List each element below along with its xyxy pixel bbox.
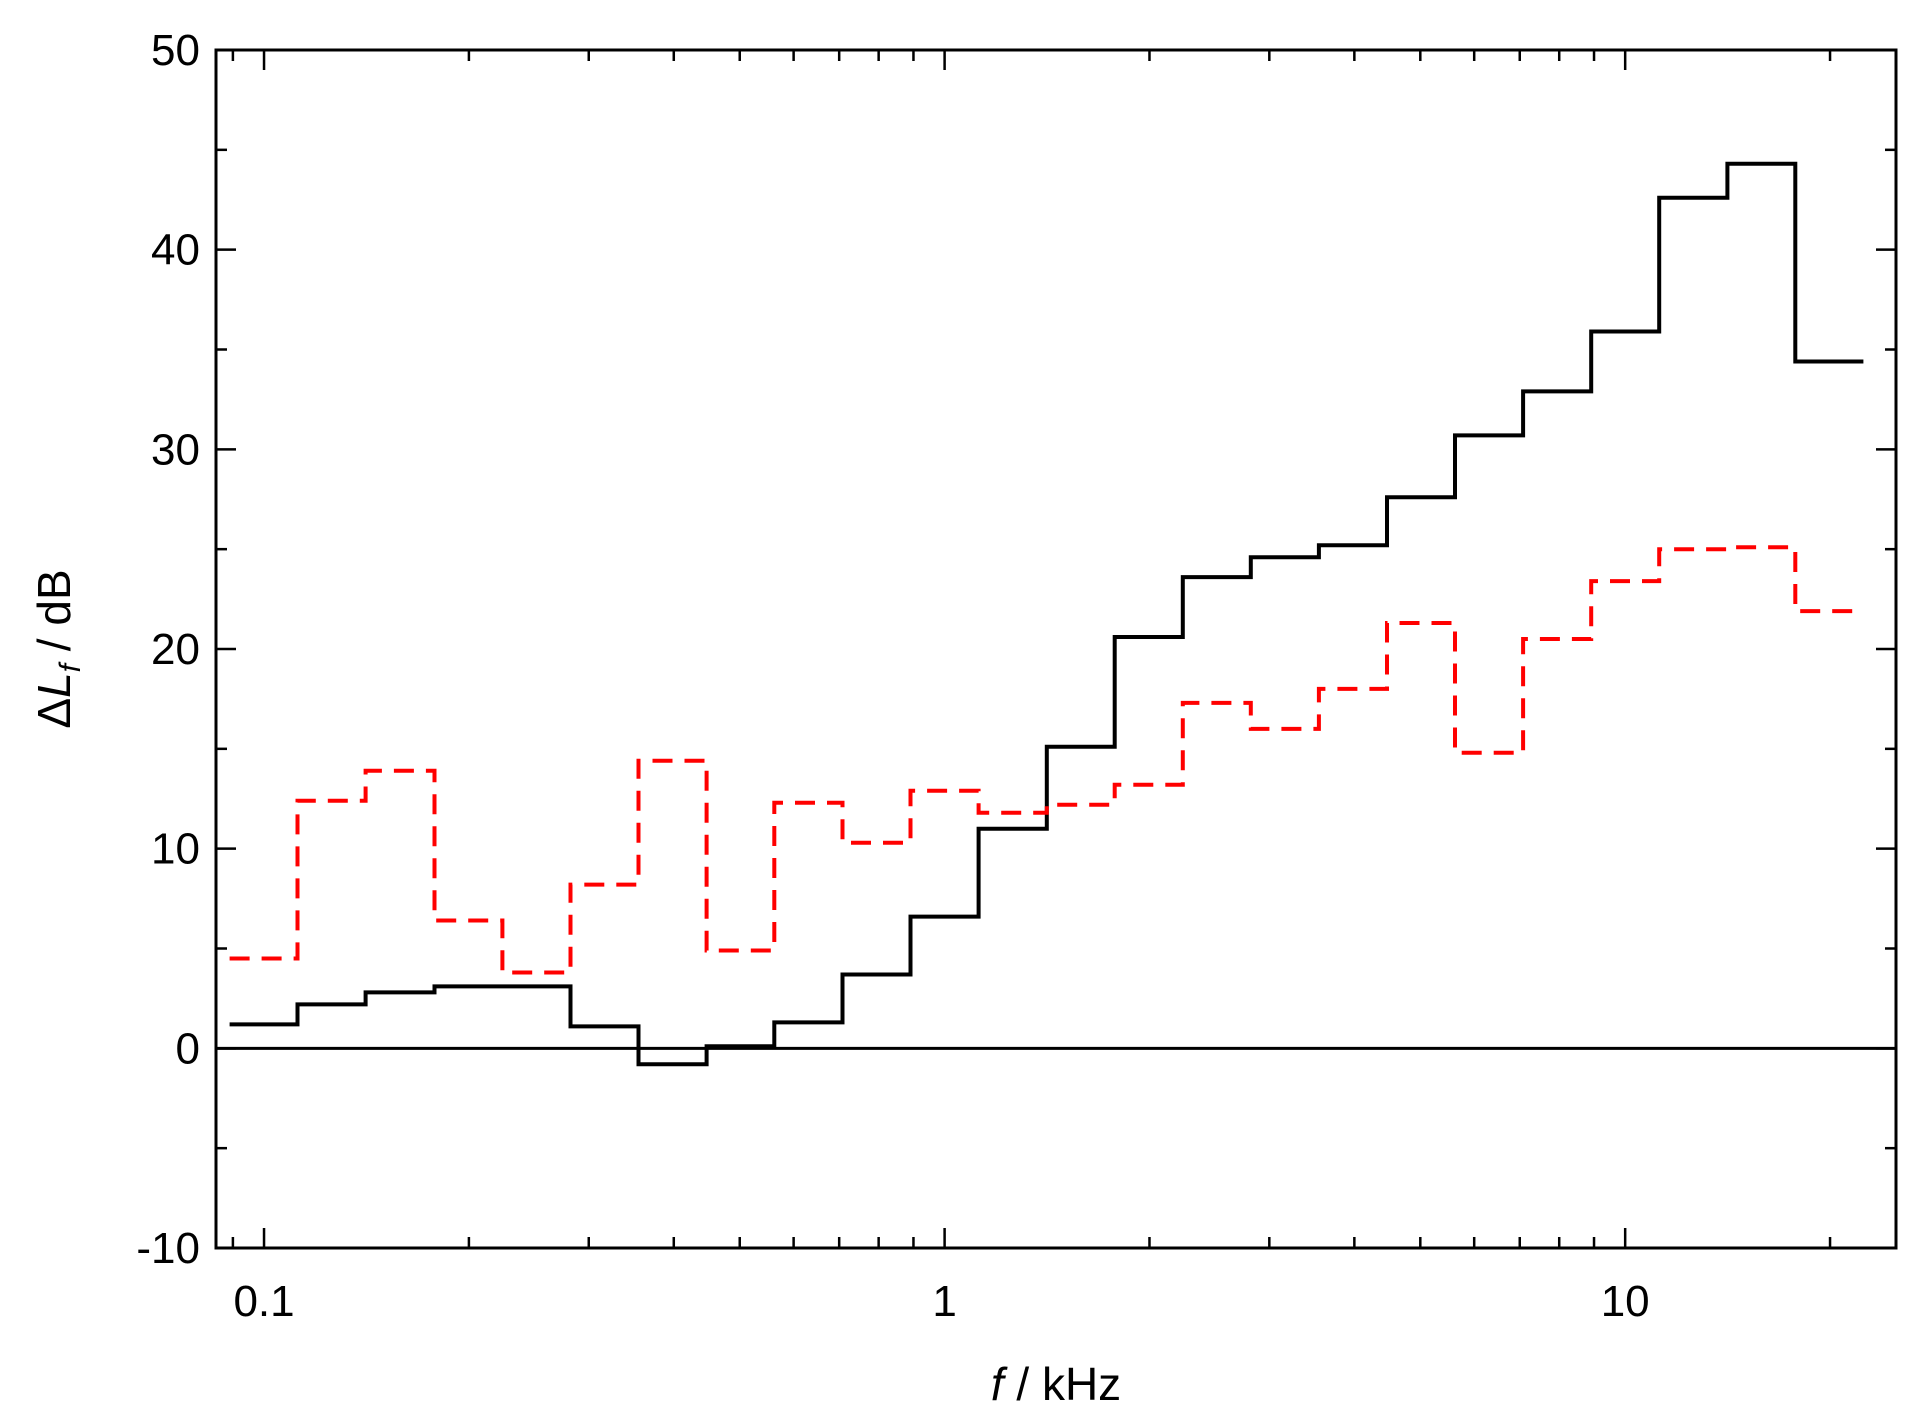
y-axis-title-variable: L [28,672,80,698]
x-axis-title-unit: / kHz [1004,1358,1122,1410]
y-axis-title-delta: Δ [28,698,80,729]
y-tick-label: 50 [151,26,200,75]
x-axis-title: f / kHz [991,1358,1121,1410]
y-tick-label: 0 [176,1024,200,1073]
y-tick-label: 10 [151,825,200,874]
y-tick-label: 40 [151,226,200,275]
x-tick-label: 1 [932,1277,956,1326]
y-tick-label: 30 [151,425,200,474]
y-axis-title: ΔLf / dB [28,569,87,728]
plot-frame [214,48,1898,1250]
y-axis-title-unit: / dB [28,569,80,664]
series-line-1 [229,161,1864,1067]
x-axis-title-variable: f [991,1358,1008,1410]
y-tick-label: 20 [151,625,200,674]
series-line-2 [229,545,1864,975]
y-tick-label: -10 [136,1224,200,1273]
x-tick-label: 0.1 [233,1277,294,1326]
x-tick-label: 10 [1601,1277,1650,1326]
y-axis-title-subscript: f [54,661,87,672]
